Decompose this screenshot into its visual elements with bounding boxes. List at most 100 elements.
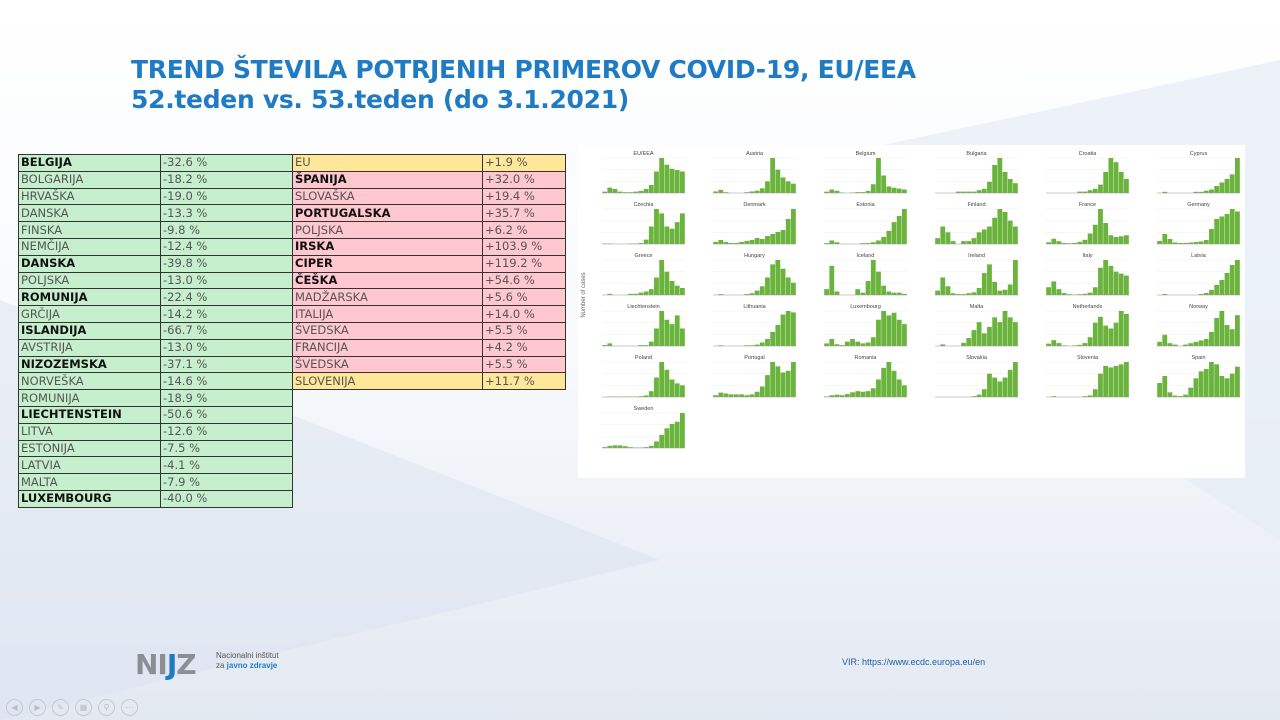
table-row: LUXEMBOURG -40.0 % <box>18 489 293 508</box>
bar <box>749 394 755 397</box>
country-cell: ČEŠKA <box>292 271 483 290</box>
change-cell: -22.4 % <box>160 288 293 307</box>
pen-icon[interactable]: ✎ <box>52 699 69 716</box>
bar <box>648 184 654 193</box>
bar <box>602 447 607 448</box>
change-cell: -7.9 % <box>160 473 293 491</box>
change-cell: +32.0 % <box>482 170 566 189</box>
bar <box>881 367 887 397</box>
bar <box>886 291 892 295</box>
bar <box>1103 223 1109 244</box>
bar <box>680 413 685 448</box>
table-row: HRVAŠKA -19.0 % <box>18 187 293 206</box>
bar <box>759 386 765 397</box>
bar <box>860 292 866 295</box>
bar <box>765 236 770 244</box>
country-cell: PORTUGALSKA <box>292 204 483 223</box>
panel-title: Czechia <box>634 202 655 208</box>
bar <box>659 158 665 193</box>
slide-title: TREND ŠTEVILA POTRJENIH PRIMEROV COVID-1… <box>131 55 916 115</box>
bar <box>785 181 791 193</box>
bar <box>785 311 791 346</box>
bar <box>754 290 760 295</box>
bar <box>770 234 776 244</box>
bar <box>1056 289 1062 295</box>
country-cell: LITVA <box>18 422 161 441</box>
bar <box>902 293 907 295</box>
panel-title: Germany <box>1187 202 1210 208</box>
bar <box>780 230 786 244</box>
bar <box>643 188 649 193</box>
bar <box>659 213 665 244</box>
bar <box>940 277 946 295</box>
bar <box>940 226 946 244</box>
table-row: PORTUGALSKA +35.7 % <box>292 204 566 223</box>
bar <box>891 187 897 193</box>
panel-title: Italy <box>1082 253 1092 259</box>
bar <box>886 315 892 346</box>
bar <box>628 293 633 295</box>
change-cell: -13.3 % <box>160 204 293 223</box>
bar <box>1061 293 1067 295</box>
bar <box>1092 389 1098 397</box>
bar <box>1087 233 1093 244</box>
bar <box>955 191 961 193</box>
bar <box>664 164 670 193</box>
slideshow-controls: ◀ ▶ ✎ ▦ ⚲ ⋯ <box>6 699 138 716</box>
panel-title: Bulgaria <box>966 151 987 157</box>
previous-icon[interactable]: ◀ <box>6 699 23 716</box>
bar <box>1113 237 1119 244</box>
country-cell: ISLANDIJA <box>18 321 161 340</box>
bar <box>1007 369 1013 397</box>
bar <box>1103 325 1109 346</box>
table-row: NIZOZEMSKA -37.1 % <box>18 355 293 374</box>
country-cell: ŠVEDSKA <box>292 321 483 340</box>
bar <box>976 394 982 397</box>
bar <box>1229 174 1235 193</box>
source-link[interactable]: VIR: https://www.ecdc.europa.eu/en <box>842 657 986 667</box>
table-row: NORVEŠKA -14.6 % <box>18 372 293 391</box>
bar <box>723 192 729 193</box>
table-row: BOLGARIJA -18.2 % <box>18 170 293 189</box>
country-cell: LUXEMBOURG <box>18 489 161 508</box>
bar <box>834 291 840 295</box>
bar <box>759 342 765 346</box>
bar <box>674 315 680 346</box>
more-icon[interactable]: ⋯ <box>121 699 138 716</box>
bar <box>612 188 618 193</box>
bar <box>1103 260 1109 295</box>
change-cell: +35.7 % <box>482 204 566 223</box>
bar <box>770 332 776 346</box>
panel-title: Malta <box>970 304 984 310</box>
change-cell: -37.1 % <box>160 355 293 374</box>
bar <box>834 394 840 397</box>
ecdc-small-multiples-chart: Number of cases EU/EEA Austria Belgium Bulga… <box>578 145 1245 478</box>
bar <box>1183 394 1188 397</box>
bar <box>754 344 760 346</box>
country-cell: ESTONIJA <box>18 439 161 458</box>
bar <box>945 232 951 244</box>
change-cell: +103.9 % <box>482 237 566 256</box>
bar <box>1219 376 1225 397</box>
bar <box>1082 343 1088 346</box>
bar <box>1118 273 1124 295</box>
bar <box>876 319 881 346</box>
country-cell: POLJSKA <box>292 221 483 239</box>
bar <box>1203 369 1209 397</box>
panel-title: EU/EEA <box>633 151 654 157</box>
slides-icon[interactable]: ▦ <box>75 699 92 716</box>
bar <box>628 447 633 448</box>
change-cell: +5.5 % <box>482 355 566 374</box>
bar <box>1167 392 1173 397</box>
bar <box>775 232 781 244</box>
bar <box>891 312 897 346</box>
increase-table: EU +1.9 % ŠPANIJA +32.0 % SLOVAŠKA +19.4 % POR… <box>292 154 566 391</box>
change-cell: -66.7 % <box>160 321 293 340</box>
zoom-icon[interactable]: ⚲ <box>98 699 115 716</box>
bar <box>1092 287 1098 295</box>
bar <box>1013 226 1018 244</box>
bar <box>654 171 659 193</box>
panel-title: Cyprus <box>1190 151 1208 157</box>
bar <box>765 339 770 346</box>
next-icon[interactable]: ▶ <box>29 699 46 716</box>
